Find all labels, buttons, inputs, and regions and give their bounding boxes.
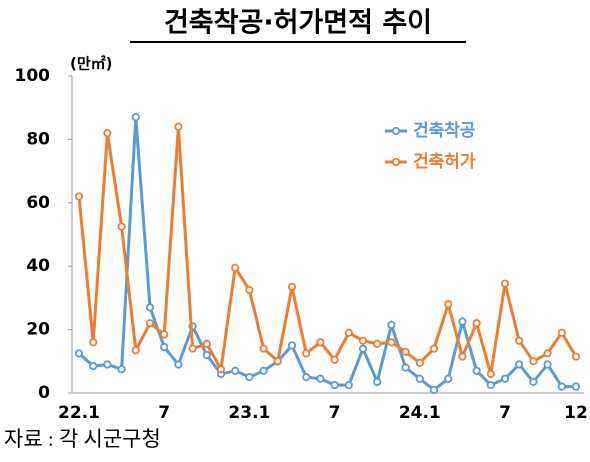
x-tick-label: 22.1 bbox=[58, 403, 100, 423]
point bbox=[174, 360, 183, 369]
chart-title: 건축착공·허가면적 추이 bbox=[164, 8, 432, 39]
point bbox=[486, 369, 495, 379]
point bbox=[174, 122, 183, 131]
point bbox=[515, 360, 524, 369]
point bbox=[302, 373, 311, 382]
point bbox=[571, 382, 581, 391]
point bbox=[202, 350, 211, 360]
point bbox=[245, 373, 254, 382]
x-tick-label: 7 bbox=[499, 403, 511, 423]
point bbox=[216, 365, 226, 374]
point bbox=[131, 113, 140, 122]
point bbox=[358, 336, 368, 345]
point bbox=[117, 222, 126, 231]
legend-marker bbox=[391, 126, 401, 136]
y-tick-label: 0 bbox=[38, 383, 50, 403]
point bbox=[145, 303, 155, 312]
point bbox=[287, 282, 297, 291]
y-tick-label: 60 bbox=[26, 193, 50, 213]
y-tick-label: 100 bbox=[15, 66, 51, 86]
point bbox=[74, 349, 84, 358]
point bbox=[500, 374, 510, 383]
point bbox=[287, 341, 297, 350]
point bbox=[344, 380, 353, 390]
point bbox=[429, 385, 439, 394]
series-line bbox=[77, 126, 578, 375]
point bbox=[103, 128, 112, 138]
point bbox=[160, 342, 169, 352]
point bbox=[103, 360, 112, 369]
x-tick-label: 7 bbox=[329, 403, 341, 423]
point bbox=[316, 338, 325, 347]
point bbox=[543, 360, 552, 369]
point bbox=[529, 357, 538, 366]
point bbox=[557, 382, 566, 391]
point bbox=[330, 355, 339, 364]
point bbox=[231, 366, 240, 375]
point bbox=[316, 374, 325, 383]
legend-label: 건축허가 bbox=[413, 152, 476, 172]
source: 자료 : 각 시군구청 bbox=[4, 427, 161, 451]
point bbox=[571, 352, 581, 361]
point bbox=[145, 319, 155, 328]
point bbox=[358, 344, 368, 353]
point bbox=[89, 361, 98, 371]
point bbox=[259, 344, 268, 353]
x-tick-label: 23.1 bbox=[228, 403, 270, 423]
point bbox=[373, 339, 382, 348]
point bbox=[415, 358, 424, 367]
point bbox=[429, 344, 439, 353]
point bbox=[259, 366, 268, 375]
y-tick-label: 80 bbox=[26, 129, 50, 149]
point bbox=[444, 374, 453, 383]
point bbox=[387, 320, 396, 329]
point bbox=[458, 352, 467, 361]
point bbox=[245, 285, 254, 295]
point bbox=[472, 366, 481, 375]
point bbox=[401, 363, 410, 372]
point bbox=[302, 349, 311, 358]
point bbox=[486, 380, 495, 390]
point bbox=[231, 263, 240, 272]
point bbox=[401, 347, 410, 356]
point bbox=[458, 317, 467, 326]
point bbox=[117, 365, 126, 374]
x-tick-label: 7 bbox=[158, 403, 170, 423]
legend-marker bbox=[391, 157, 401, 167]
point bbox=[202, 339, 211, 348]
point bbox=[557, 328, 566, 337]
point bbox=[131, 346, 140, 355]
point bbox=[472, 319, 481, 328]
point bbox=[89, 338, 98, 347]
point bbox=[344, 328, 353, 337]
x-tick-label: 12 bbox=[564, 403, 588, 423]
point bbox=[330, 380, 339, 390]
point bbox=[160, 330, 169, 339]
legend-label: 건축착공 bbox=[413, 121, 476, 141]
point bbox=[74, 192, 84, 201]
unit-label: (만㎡) bbox=[70, 55, 113, 73]
y-tick-label: 20 bbox=[26, 320, 50, 340]
y-tick-label: 40 bbox=[26, 256, 50, 276]
point bbox=[543, 349, 552, 358]
point bbox=[444, 300, 453, 309]
point bbox=[273, 357, 282, 366]
point bbox=[529, 377, 538, 387]
point bbox=[515, 336, 524, 345]
point bbox=[500, 279, 510, 288]
point bbox=[373, 377, 382, 387]
x-tick-label: 24.1 bbox=[399, 403, 441, 423]
point bbox=[387, 338, 396, 347]
point bbox=[188, 344, 197, 353]
point bbox=[415, 374, 424, 383]
